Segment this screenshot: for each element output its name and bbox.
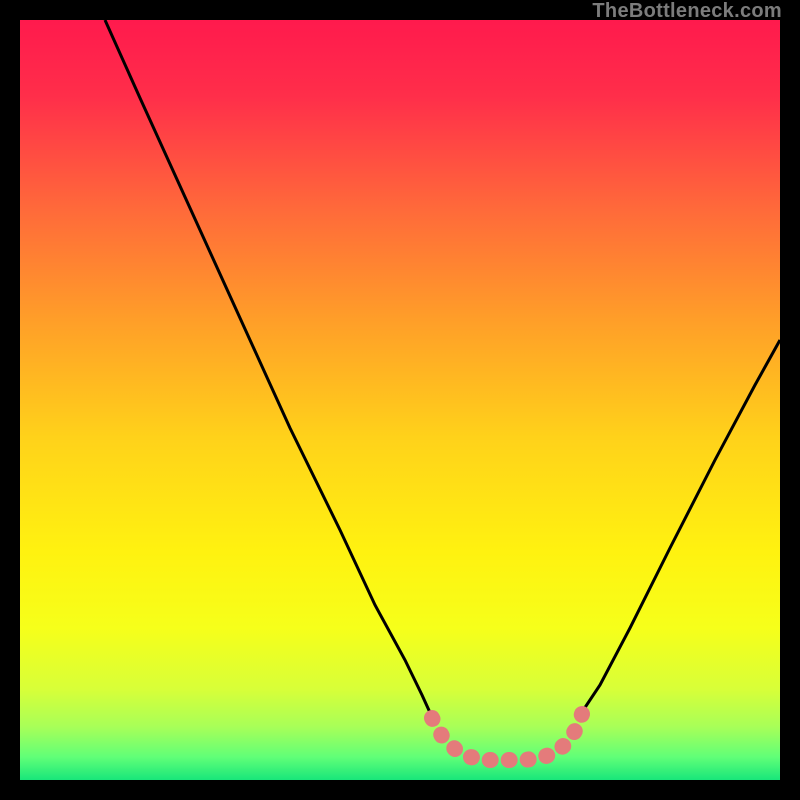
curve-right [580, 340, 780, 715]
chart-frame: TheBottleneck.com [0, 0, 800, 800]
plot-area [20, 20, 780, 780]
valley-highlight [432, 714, 582, 760]
curve-left [105, 20, 432, 717]
curves-layer [20, 20, 780, 780]
